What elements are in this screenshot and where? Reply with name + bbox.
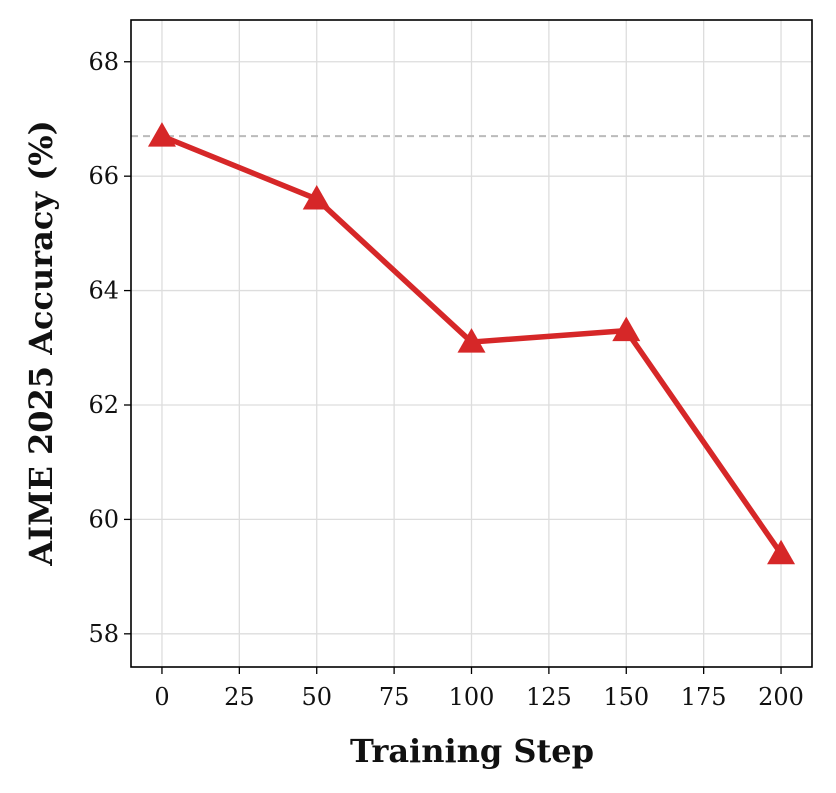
y-tick-label: 58 bbox=[88, 620, 119, 648]
x-tick-label: 175 bbox=[681, 683, 727, 711]
y-tick-label: 60 bbox=[88, 505, 119, 533]
y-tick-label: 62 bbox=[88, 391, 119, 419]
y-tick-label: 68 bbox=[88, 48, 119, 76]
x-axis-label: Training Step bbox=[350, 732, 594, 770]
x-tick-label: 100 bbox=[449, 683, 495, 711]
y-tick-label: 64 bbox=[88, 277, 119, 305]
plot-frame bbox=[130, 19, 813, 668]
marker bbox=[612, 316, 641, 342]
x-tick-label: 125 bbox=[526, 683, 572, 711]
x-tick-label: 25 bbox=[224, 683, 255, 711]
x-tick-label: 50 bbox=[301, 683, 332, 711]
marker bbox=[767, 539, 796, 565]
x-tick-label: 75 bbox=[379, 683, 410, 711]
x-tick-label: 200 bbox=[758, 683, 804, 711]
x-tick-label: 0 bbox=[154, 683, 169, 711]
x-tick-label: 150 bbox=[603, 683, 649, 711]
marker bbox=[147, 122, 176, 147]
y-tick-label: 66 bbox=[88, 162, 119, 190]
marker bbox=[302, 185, 331, 210]
marker bbox=[457, 328, 486, 353]
y-axis-label: AIME 2025 Accuracy (%) bbox=[22, 120, 60, 567]
